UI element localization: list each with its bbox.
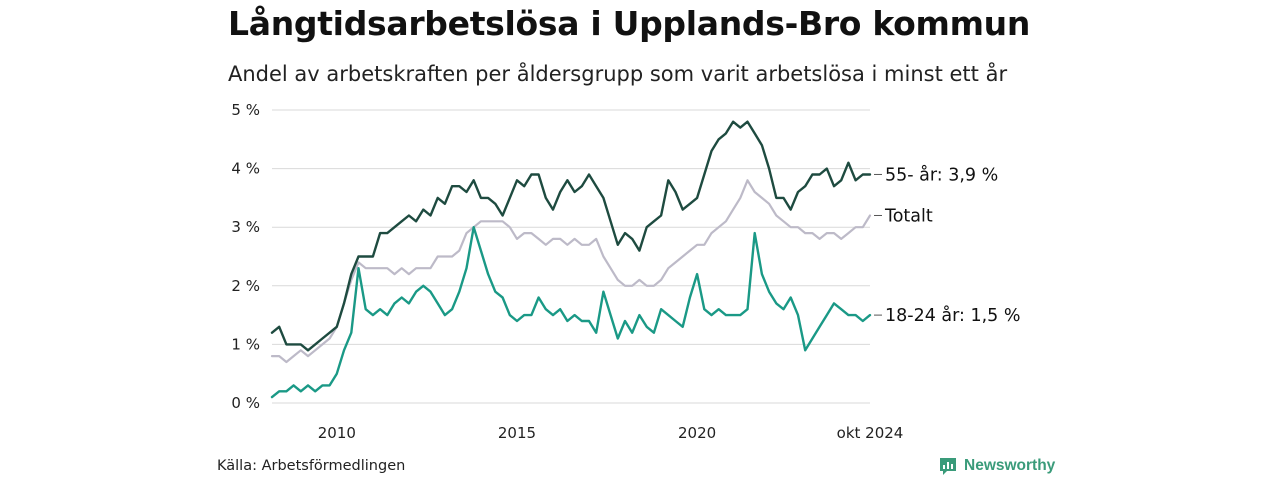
series-label: 55- år: 3,9 % — [885, 164, 998, 185]
x-tick-label: okt 2024 — [837, 424, 904, 442]
series-label: 18-24 år: 1,5 % — [885, 305, 1021, 326]
series-labels: Totalt 55- år: 3,9 % 18-24 år: 1,5 % — [874, 164, 1021, 326]
source-note: Källa: Arbetsförmedlingen — [217, 458, 406, 474]
chart-subtitle: Andel av arbetskraften per åldersgrupp s… — [228, 62, 1008, 86]
grid-lines — [272, 109, 870, 404]
y-tick-label: 4 % — [231, 160, 260, 178]
series-lines — [270, 120, 872, 399]
x-tick-label: 2010 — [318, 424, 356, 442]
y-tick-label: 2 % — [231, 277, 260, 295]
brand-name: Newsworthy — [964, 457, 1056, 474]
y-tick-label: 1 % — [231, 335, 260, 353]
y-axis-ticks: 0 % 1 % 2 % 3 % 4 % 5 % — [231, 101, 260, 412]
series-label: Totalt — [884, 206, 933, 226]
x-tick-label: 2015 — [498, 424, 536, 442]
brand-logo[interactable]: Newsworthy — [938, 456, 1055, 476]
newsworthy-logo-icon — [940, 458, 956, 475]
x-axis-ticks: 2010 2015 2020 okt 2024 — [318, 424, 904, 442]
series-line-totalt — [270, 179, 872, 364]
chart-title: Långtidsarbetslösa i Upplands-Bro kommun — [228, 4, 1031, 43]
series-line-55-r — [270, 120, 872, 352]
y-tick-label: 3 % — [231, 218, 260, 236]
y-tick-label: 5 % — [231, 101, 260, 119]
x-tick-label: 2020 — [678, 424, 716, 442]
y-tick-label: 0 % — [231, 394, 260, 412]
series-line-18-24-r — [270, 225, 872, 399]
